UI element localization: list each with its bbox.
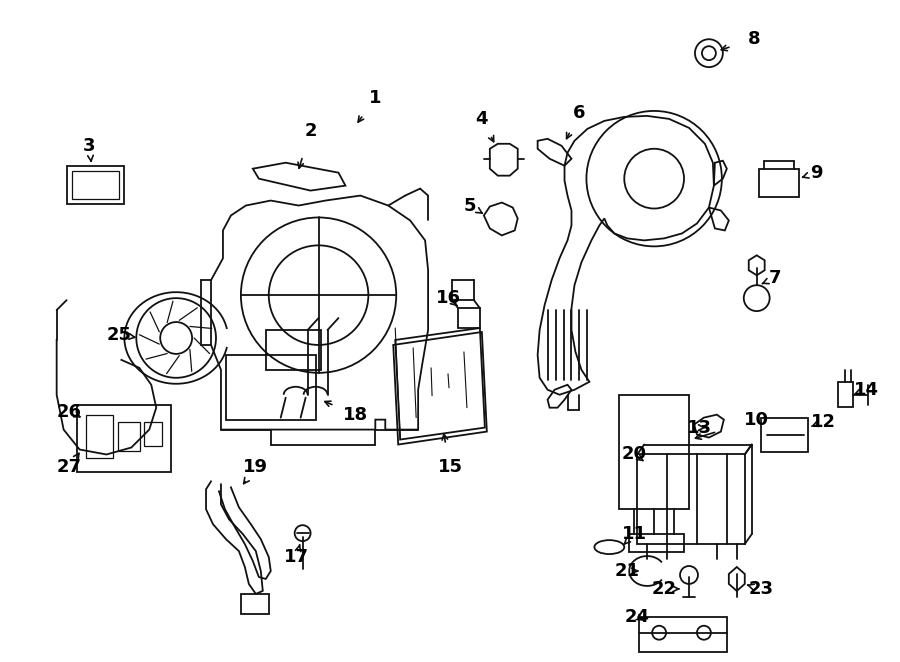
Text: 19: 19 xyxy=(243,458,268,477)
Text: 4: 4 xyxy=(475,110,488,128)
Bar xyxy=(760,418,808,453)
Bar xyxy=(619,395,689,509)
Text: 24: 24 xyxy=(625,608,650,626)
Bar xyxy=(86,414,113,459)
Text: 25: 25 xyxy=(107,326,132,344)
Text: 9: 9 xyxy=(810,164,823,181)
Bar xyxy=(67,166,124,203)
Text: 20: 20 xyxy=(622,446,647,463)
Text: 26: 26 xyxy=(57,402,82,420)
Text: 6: 6 xyxy=(573,104,586,122)
Bar xyxy=(759,169,798,197)
Text: 7: 7 xyxy=(769,269,781,287)
Text: 11: 11 xyxy=(622,525,647,543)
Text: 15: 15 xyxy=(437,458,463,477)
Text: 10: 10 xyxy=(744,410,770,428)
Text: 12: 12 xyxy=(811,412,836,430)
Text: 14: 14 xyxy=(854,381,878,399)
Text: 1: 1 xyxy=(369,89,382,107)
Text: 16: 16 xyxy=(436,289,461,307)
Text: 2: 2 xyxy=(304,122,317,140)
Bar xyxy=(629,534,684,552)
Bar xyxy=(639,617,727,651)
Bar xyxy=(839,382,853,406)
Text: 21: 21 xyxy=(615,562,640,580)
Text: 18: 18 xyxy=(343,406,368,424)
Text: 3: 3 xyxy=(84,137,95,155)
Text: 22: 22 xyxy=(652,580,677,598)
Text: 13: 13 xyxy=(687,418,712,437)
Text: 27: 27 xyxy=(57,458,82,477)
Bar xyxy=(266,330,320,370)
Text: 8: 8 xyxy=(747,30,760,48)
Bar xyxy=(637,455,745,544)
Bar xyxy=(241,594,269,614)
Bar xyxy=(226,355,316,420)
Bar xyxy=(72,171,120,199)
Bar xyxy=(119,422,140,451)
Bar xyxy=(76,404,171,473)
Text: 5: 5 xyxy=(464,197,476,214)
Text: 17: 17 xyxy=(284,548,309,566)
Text: 23: 23 xyxy=(748,580,773,598)
Bar xyxy=(144,422,162,446)
Bar xyxy=(458,308,480,328)
